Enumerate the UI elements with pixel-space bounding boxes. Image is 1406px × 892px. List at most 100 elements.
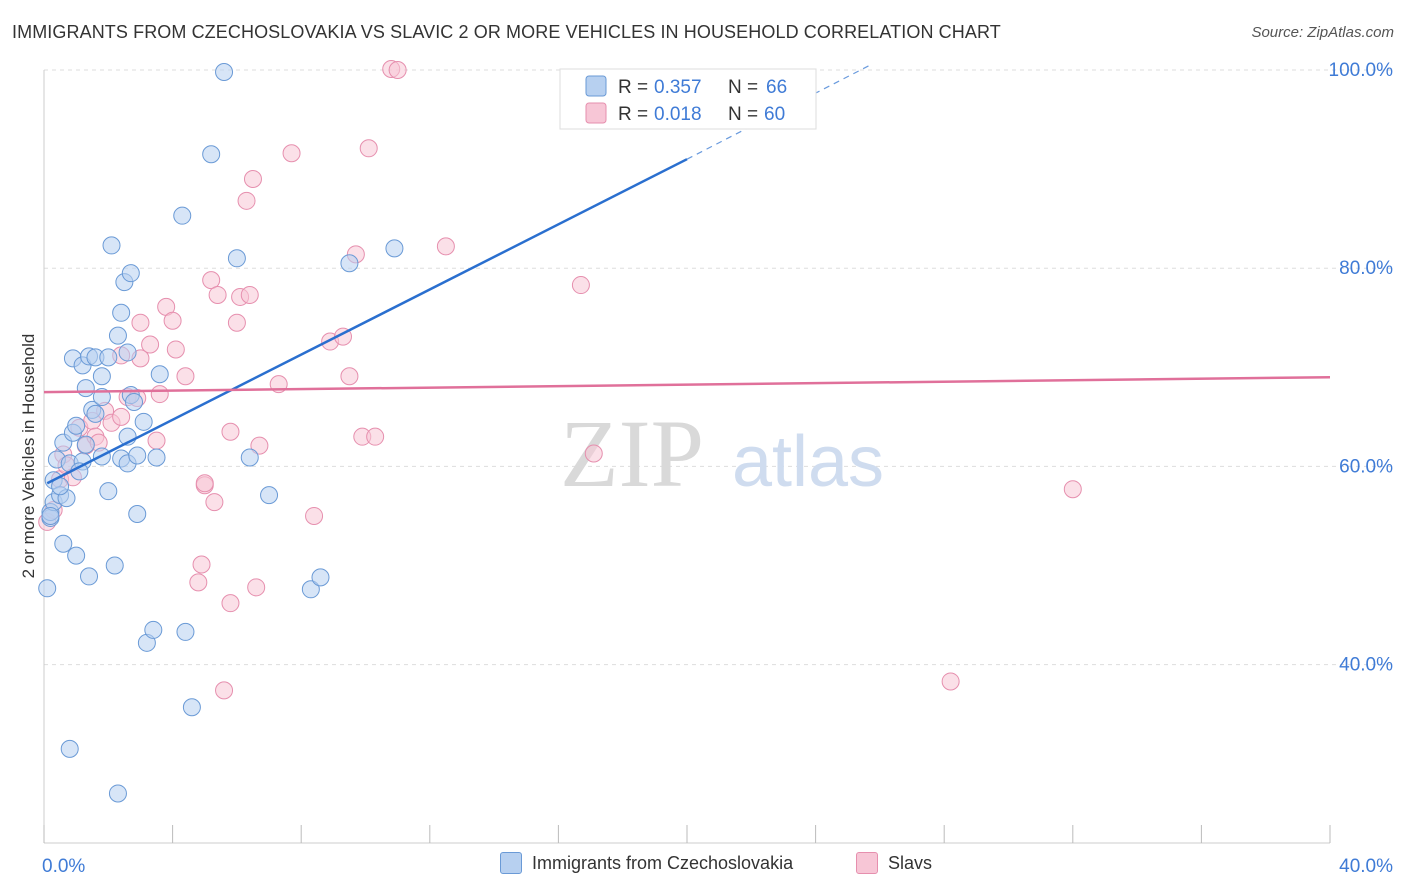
czechoslovakia-point-28 — [99, 348, 118, 367]
czechoslovakia-point-51 — [182, 698, 201, 717]
czechoslovakia-point-40 — [121, 264, 140, 283]
source-label: Source: ZipAtlas.com — [1251, 24, 1394, 41]
slavs-point-31 — [205, 493, 224, 512]
legend-item-czechoslovakia: Immigrants from Czechoslovakia — [500, 852, 793, 874]
czechoslovakia-point-33 — [108, 784, 127, 803]
legend-czechoslovakia-label: Immigrants from Czechoslovakia — [532, 852, 794, 873]
x-tick-label-1: 40.0% — [1339, 856, 1393, 877]
czechoslovakia-point-58 — [311, 568, 330, 587]
czechoslovakia-point-53 — [215, 62, 234, 81]
czechoslovakia-point-59 — [340, 254, 359, 273]
legend-blue-n-value: 66 — [766, 77, 787, 98]
czechoslovakia-point-42 — [125, 392, 144, 411]
slavs-point-45 — [305, 506, 324, 525]
slavs-point-59 — [1063, 480, 1082, 499]
legend-pink-n-label: N = — [728, 104, 758, 125]
czechoslovakia-point-18 — [76, 435, 95, 454]
slavs-point-21 — [150, 385, 169, 404]
y-tick-label-2: 80.0% — [1339, 258, 1393, 279]
slavs-point-54 — [388, 61, 407, 79]
czechoslovakia-point-27 — [92, 367, 111, 386]
slavs-points — [38, 60, 1082, 700]
czechoslovakia-point-30 — [102, 236, 121, 255]
legend-blue-swatch — [585, 75, 607, 97]
slavs-point-13 — [112, 407, 131, 426]
czechoslovakia-point-50 — [176, 622, 195, 641]
slavs-point-52 — [366, 427, 385, 446]
slavs-point-55 — [436, 237, 455, 256]
czechoslovakia-point-57 — [301, 580, 320, 599]
legend-blue-n-label: N = — [728, 77, 758, 98]
slavs-point-27 — [192, 555, 211, 574]
legend-top: R = 0.357 N = 66 R = 0.018 N = 60 — [559, 68, 817, 130]
slavs-point-56 — [584, 444, 603, 463]
slavs-point-34 — [221, 422, 240, 441]
slavs-point-23 — [163, 311, 182, 330]
slavs-point-39 — [240, 285, 259, 304]
y-tick-label-3: 100.0% — [1329, 60, 1394, 81]
czechoslovakia-points — [38, 62, 623, 803]
chart-title: IMMIGRANTS FROM CZECHOSLOVAKIA VS SLAVIC… — [12, 22, 1001, 42]
czechoslovakia-point-14 — [67, 546, 86, 565]
legend-slavs-swatch — [856, 852, 878, 874]
slavs-point-58 — [941, 672, 960, 691]
slavs-point-48 — [340, 367, 359, 386]
legend-pink-swatch — [585, 102, 607, 124]
slavs-point-44 — [282, 144, 301, 163]
x-tick-labels: 0.0% 40.0% — [42, 856, 1393, 877]
slavs-point-57 — [571, 276, 590, 295]
legend-blue-r-value: 0.357 — [654, 77, 702, 98]
slavs-point-35 — [221, 594, 240, 613]
slavs-point-17 — [131, 313, 150, 332]
czechoslovakia-point-62 — [41, 506, 60, 525]
legend-blue-r-label: R = — [618, 77, 648, 98]
czechoslovakia-point-54 — [227, 249, 246, 268]
slavs-point-41 — [247, 578, 266, 597]
watermark-zip: ZIP — [560, 400, 704, 507]
slavs-point-32 — [208, 285, 227, 304]
legend-slavs-label: Slavs — [888, 852, 933, 873]
legend-czechoslovakia-swatch — [500, 852, 522, 874]
slavs-point-36 — [227, 313, 246, 332]
legend-item-slavs: Slavs — [856, 852, 932, 874]
czechoslovakia-point-26 — [92, 388, 111, 407]
czechoslovakia-point-48 — [150, 365, 169, 384]
czechoslovakia-point-32 — [108, 326, 127, 345]
legend-bottom: Immigrants from Czechoslovakia Slavs — [0, 852, 1406, 878]
czechoslovakia-point-19 — [76, 379, 95, 398]
slavs-point-25 — [176, 367, 195, 386]
czechoslovakia-point-60 — [385, 239, 404, 258]
czechoslovakia-trend-line — [46, 158, 688, 485]
watermark-atlas: atlas — [732, 422, 884, 502]
czechoslovakia-point-44 — [134, 412, 153, 431]
slavs-point-42 — [250, 436, 269, 455]
y-tick-label-1: 60.0% — [1339, 456, 1393, 477]
czechoslovakia-point-34 — [112, 303, 131, 322]
slavs-point-33 — [215, 681, 234, 700]
czechoslovakia-point-11 — [60, 739, 79, 758]
czechoslovakia-point-31 — [105, 556, 124, 575]
czechoslovakia-point-52 — [202, 145, 221, 164]
y-tick-labels: 40.0% 60.0% 80.0% 100.0% — [1329, 60, 1394, 676]
slavs-point-24 — [166, 340, 185, 359]
slavs-point-40 — [243, 170, 262, 189]
y-tick-label-0: 40.0% — [1339, 655, 1393, 676]
czechoslovakia-point-46 — [144, 620, 163, 639]
czechoslovakia-point-21 — [80, 567, 99, 586]
slavs-trend-line — [43, 375, 1331, 394]
slavs-point-20 — [147, 431, 166, 450]
czechoslovakia-point-38 — [118, 343, 137, 362]
gridlines — [44, 69, 1392, 666]
slavs-point-29 — [195, 474, 214, 493]
czechoslovakia-point-55 — [240, 448, 259, 467]
czechoslovakia-point-15 — [67, 416, 86, 435]
legend-pink-r-label: R = — [618, 104, 648, 125]
y-axis-label: 2 or more Vehicles in Household — [19, 334, 38, 579]
czechoslovakia-point-65 — [128, 504, 147, 523]
czechoslovakia-point-7 — [54, 534, 73, 553]
legend-pink-n-value: 60 — [764, 104, 785, 125]
slavs-point-38 — [237, 191, 256, 210]
slavs-point-30 — [202, 271, 221, 290]
czechoslovakia-point-56 — [260, 486, 279, 505]
